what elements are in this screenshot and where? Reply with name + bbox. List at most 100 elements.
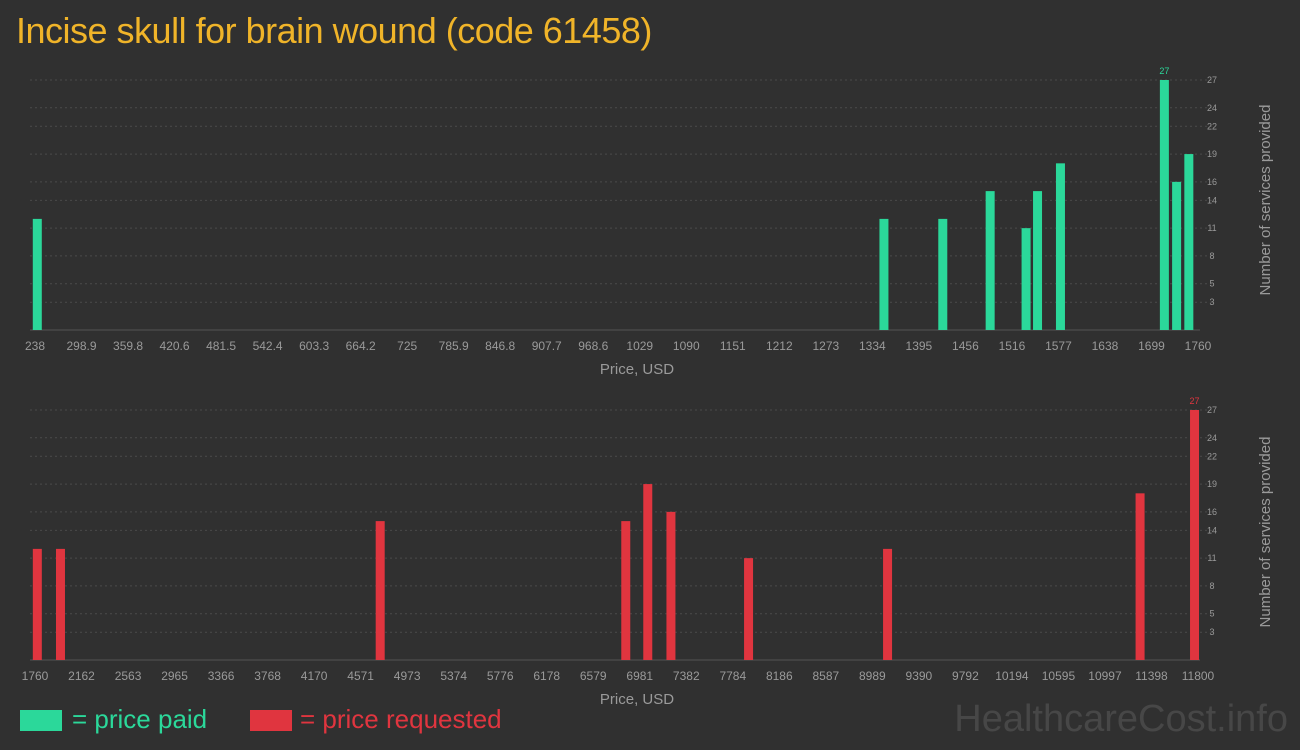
y-tick-label: 16 — [1207, 507, 1217, 517]
bar — [32, 218, 42, 330]
y-tick-label: 27 — [1207, 405, 1217, 415]
bar — [883, 548, 893, 660]
legend-label-requested: = price requested — [300, 704, 502, 734]
x-tick-label: 542.4 — [253, 339, 283, 353]
x-tick-label: 1029 — [626, 339, 653, 353]
x-tick-label: 11398 — [1135, 669, 1168, 683]
x-tick-label: 481.5 — [206, 339, 236, 353]
x-tick-label: 8186 — [766, 669, 793, 683]
x-tick-label: 359.8 — [113, 339, 143, 353]
x-tick-label: 1273 — [812, 339, 839, 353]
y-tick-label: 14 — [1207, 525, 1217, 535]
x-tick-label: 1516 — [999, 339, 1026, 353]
x-tick-label: 1638 — [1092, 339, 1119, 353]
x-axis-label: Price, USD — [600, 691, 674, 708]
x-tick-label: 4170 — [301, 669, 328, 683]
x-tick-label: 3768 — [254, 669, 281, 683]
y-tick-label: 16 — [1207, 177, 1217, 187]
bar — [375, 521, 385, 660]
y-tick-label: 19 — [1207, 149, 1217, 159]
x-tick-label: 785.9 — [439, 339, 469, 353]
y-tick-label: 8 — [1209, 581, 1214, 591]
bar — [1190, 410, 1200, 660]
max-value-label: 27 — [1190, 396, 1200, 406]
bar — [879, 218, 889, 330]
bar — [621, 521, 631, 660]
y-tick-label: 8 — [1209, 251, 1214, 261]
x-tick-label: 907.7 — [532, 339, 562, 353]
legend-swatch-requested — [250, 710, 292, 731]
y-tick-label: 11 — [1207, 553, 1216, 563]
x-tick-label: 10997 — [1088, 669, 1122, 683]
y-tick-label: 5 — [1209, 609, 1214, 619]
x-axis-label: Price, USD — [600, 361, 674, 378]
x-tick-label: 7382 — [673, 669, 700, 683]
max-value-label: 27 — [1159, 66, 1169, 76]
x-tick-label: 1212 — [766, 339, 793, 353]
y-tick-label: 3 — [1209, 627, 1214, 637]
y-tick-label: 19 — [1207, 479, 1217, 489]
bar — [985, 191, 995, 330]
x-tick-label: 1090 — [673, 339, 700, 353]
chart-title: Incise skull for brain wound (code 61458… — [16, 10, 652, 51]
x-tick-label: 7784 — [719, 669, 746, 683]
x-tick-label: 238 — [25, 339, 45, 353]
x-tick-label: 1334 — [859, 339, 886, 353]
x-tick-label: 1395 — [906, 339, 933, 353]
y-tick-label: 14 — [1207, 195, 1217, 205]
x-tick-label: 8587 — [812, 669, 839, 683]
x-tick-label: 1456 — [952, 339, 979, 353]
chart-panel-requested: 3 5 8 11 14 16 19 22 24 27 1760 2162 2563 2965 3366 376… — [22, 396, 1274, 708]
x-tick-label: 725 — [397, 339, 417, 353]
x-tick-label: 6178 — [533, 669, 560, 683]
y-axis-label: Number of services provided — [1257, 105, 1274, 296]
x-tick-label: 9390 — [906, 669, 933, 683]
bar — [1135, 493, 1145, 660]
x-tick-label: 5776 — [487, 669, 514, 683]
legend-label-paid: = price paid — [72, 704, 208, 734]
bar — [1184, 154, 1194, 330]
x-tick-label: 2563 — [115, 669, 142, 683]
bar — [666, 511, 676, 660]
x-tick-label: 11800 — [1182, 669, 1215, 683]
x-tick-label: 968.6 — [578, 339, 608, 353]
y-tick-label: 24 — [1207, 103, 1217, 113]
x-tick-label: 846.8 — [485, 339, 515, 353]
bar — [55, 548, 65, 660]
x-tick-label: 1151 — [720, 339, 746, 353]
x-tick-label: 664.2 — [346, 339, 376, 353]
x-tick-label: 1577 — [1045, 339, 1072, 353]
x-tick-label: 3366 — [208, 669, 235, 683]
y-tick-label: 22 — [1207, 451, 1217, 461]
y-tick-label: 27 — [1207, 75, 1217, 85]
bar — [32, 548, 42, 660]
bar — [1021, 228, 1031, 330]
y-tick-label: 11 — [1207, 223, 1216, 233]
y-tick-label: 24 — [1207, 433, 1217, 443]
x-tick-label: 9792 — [952, 669, 979, 683]
y-tick-label: 22 — [1207, 121, 1217, 131]
x-tick-label: 2162 — [68, 669, 95, 683]
bar — [938, 218, 948, 330]
x-tick-label: 8989 — [859, 669, 886, 683]
y-tick-label: 3 — [1209, 297, 1214, 307]
x-tick-label: 2965 — [161, 669, 188, 683]
x-tick-label: 10595 — [1042, 669, 1076, 683]
bar — [1159, 80, 1169, 330]
bar — [1033, 191, 1043, 330]
x-tick-label: 10194 — [995, 669, 1029, 683]
chart-panel-paid: 3 5 8 11 14 16 19 22 24 27 238 298.9 359.8 420.6 481.5… — [25, 66, 1274, 378]
bar — [1172, 181, 1182, 330]
x-tick-label: 6981 — [626, 669, 653, 683]
legend-swatch-paid — [20, 710, 62, 731]
x-tick-label: 298.9 — [67, 339, 97, 353]
y-axis-label: Number of services provided — [1257, 437, 1274, 628]
bar — [1055, 163, 1065, 330]
x-tick-label: 1699 — [1138, 339, 1165, 353]
x-tick-label: 6579 — [580, 669, 607, 683]
x-tick-label: 420.6 — [160, 339, 190, 353]
x-tick-label: 4973 — [394, 669, 421, 683]
x-tick-label: 1760 — [22, 669, 49, 683]
watermark: HealthcareCost.info — [954, 698, 1288, 740]
